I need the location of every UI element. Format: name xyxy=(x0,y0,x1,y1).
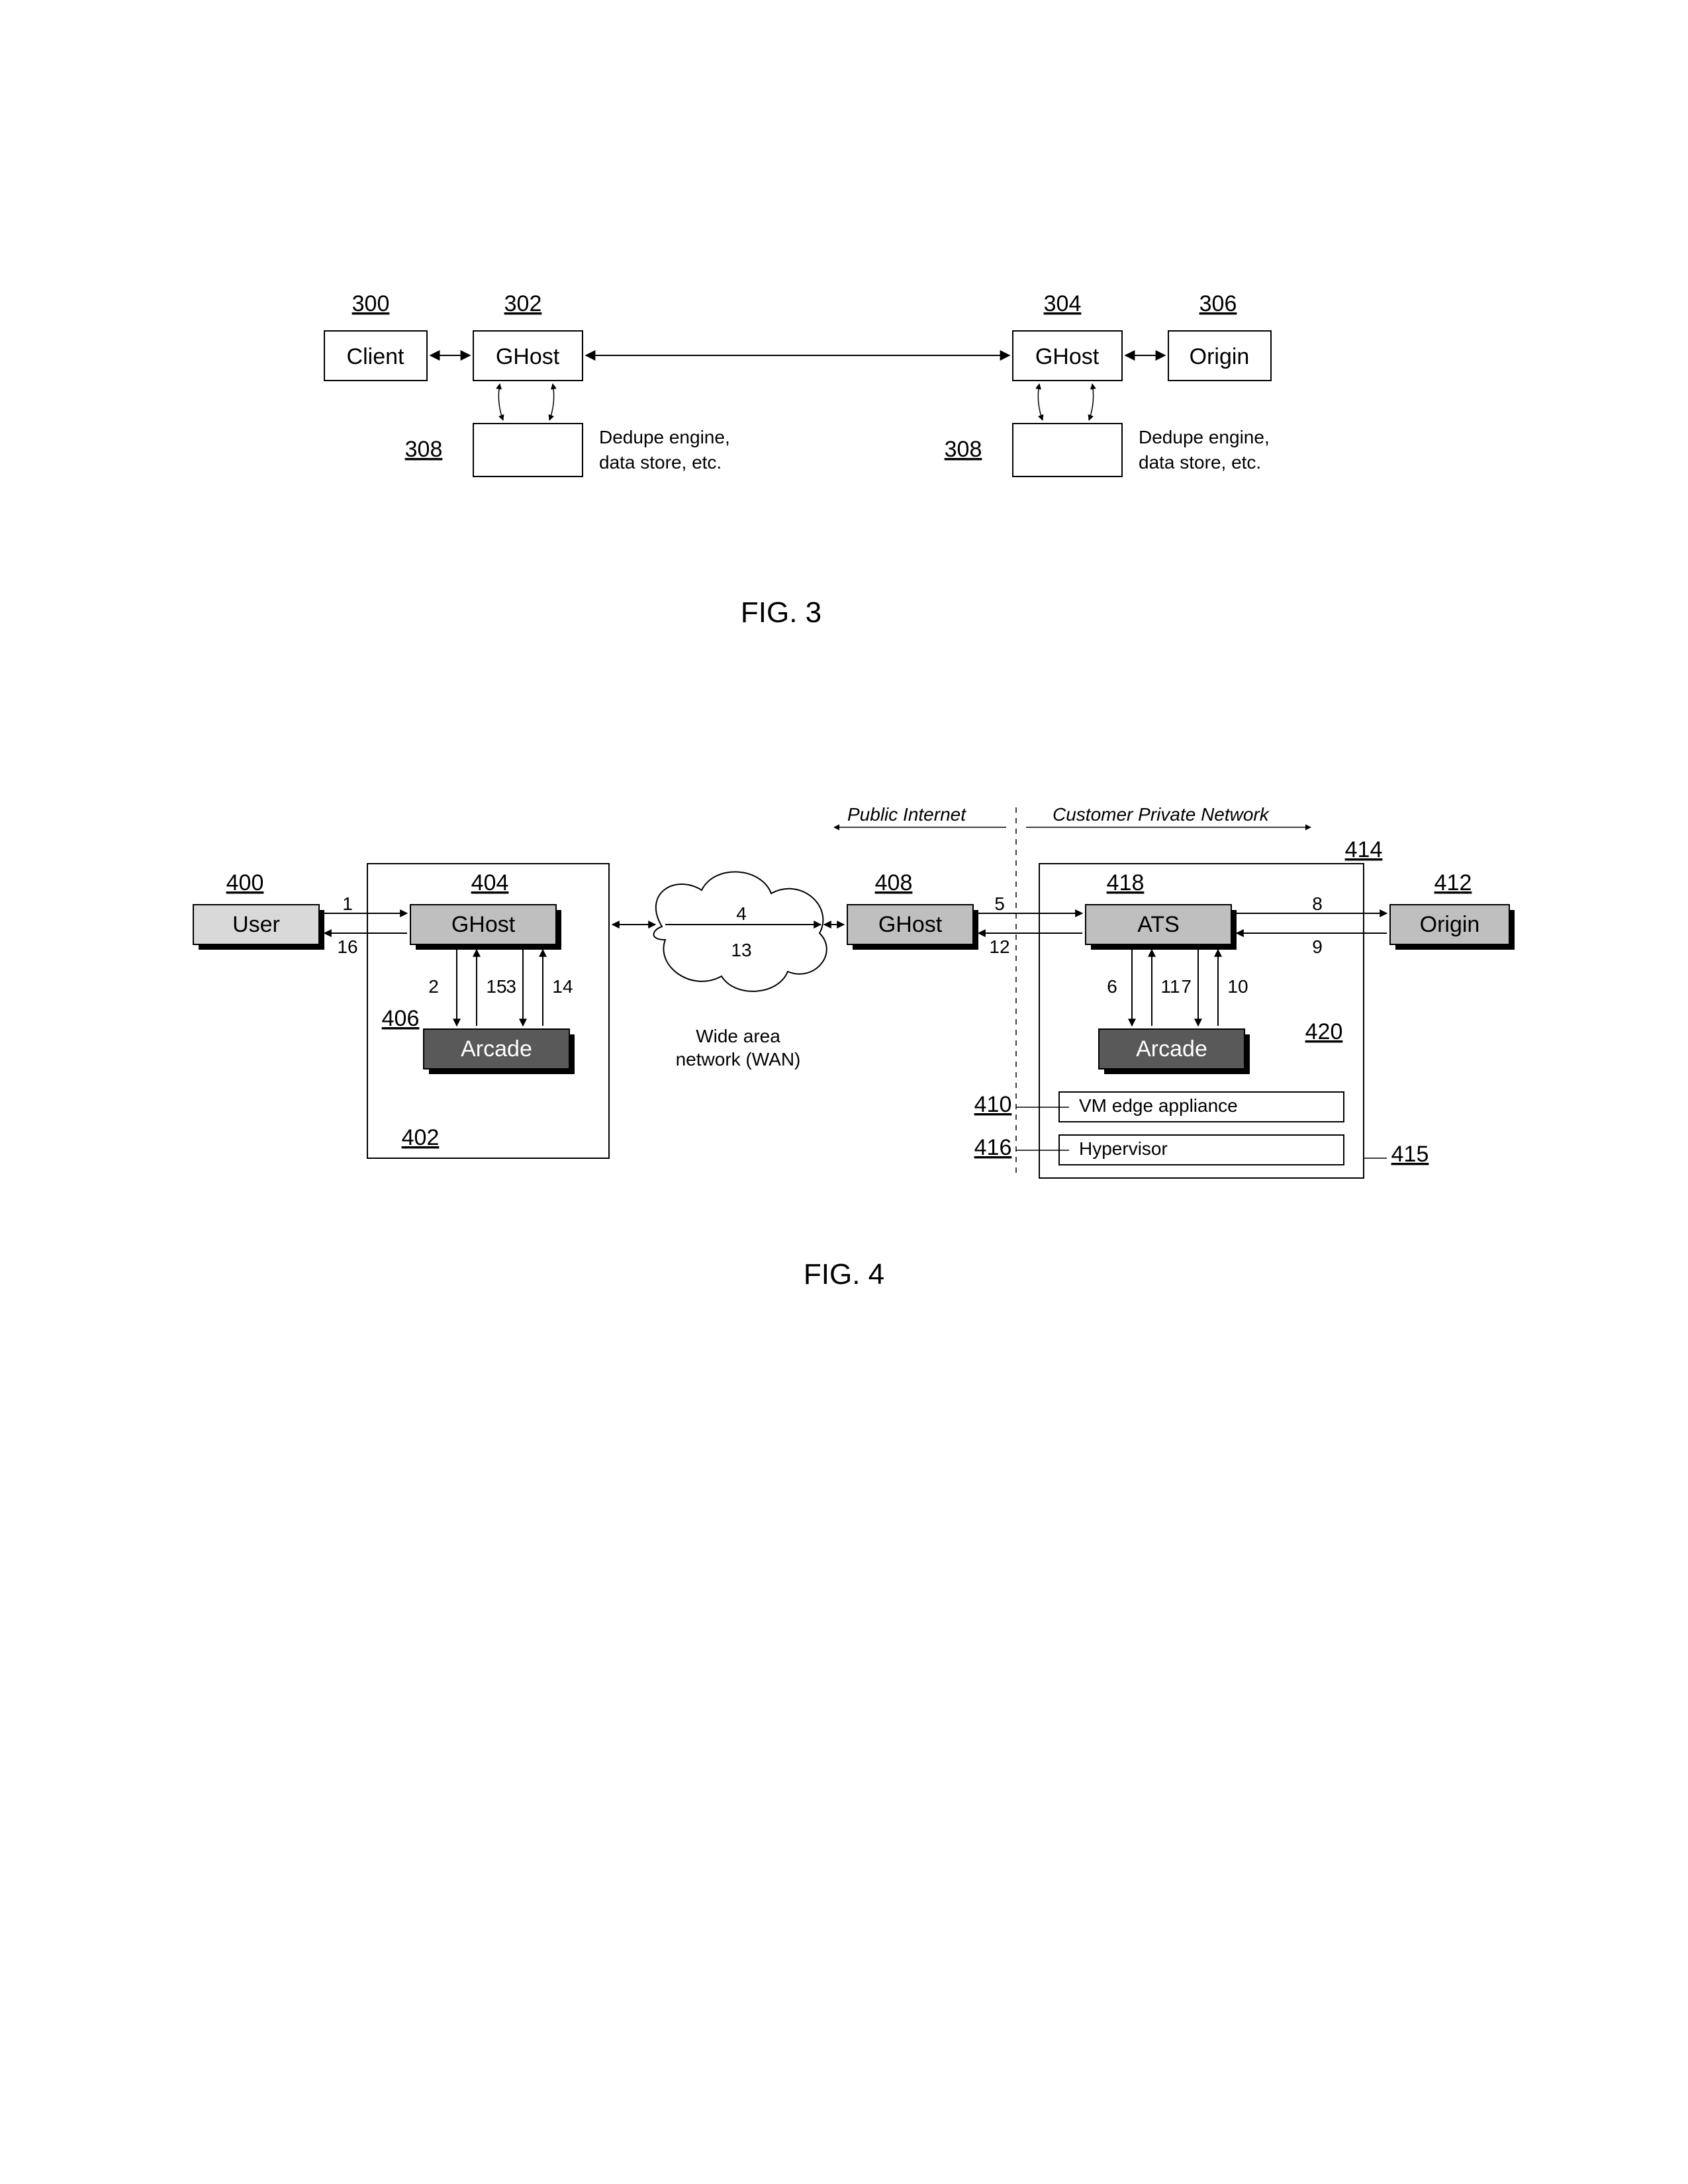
fig4: Public Internet Customer Private Network… xyxy=(193,804,1515,1291)
n15: 15 xyxy=(486,976,506,997)
n8: 8 xyxy=(1312,893,1323,914)
n3: 3 xyxy=(506,976,516,997)
desc-store-l-2: data store, etc. xyxy=(599,452,722,473)
node-arcade-r: 420 Arcade xyxy=(1099,1019,1342,1074)
cloud-path xyxy=(654,872,827,991)
ref-420: 420 xyxy=(1305,1019,1343,1044)
ref-402: 402 xyxy=(402,1125,440,1150)
label-arcade-r: Arcade xyxy=(1136,1036,1207,1062)
n16: 16 xyxy=(337,936,357,957)
wan-cloud: Wide area network (WAN) xyxy=(654,872,827,1069)
ref-418: 418 xyxy=(1107,870,1145,895)
n2: 2 xyxy=(428,976,439,997)
label-hyper: Hypervisor xyxy=(1079,1138,1168,1159)
curve-r1 xyxy=(1038,384,1043,420)
ref-308-r: 308 xyxy=(945,437,982,462)
label-ghost-r: GHost xyxy=(1035,344,1100,369)
diagram-svg: 300 Client 302 GHost 304 GHost 306 Origi… xyxy=(0,0,1688,2184)
node-hypervisor: 416 Hypervisor xyxy=(974,1135,1344,1165)
label-ghost-m: GHost xyxy=(878,912,943,937)
ref-416: 416 xyxy=(974,1135,1012,1160)
ref-400: 400 xyxy=(226,870,264,895)
node-origin4: 412 Origin xyxy=(1390,870,1515,950)
label-origin: Origin xyxy=(1190,344,1250,369)
box-store-l xyxy=(473,424,583,477)
curve-l1 xyxy=(498,384,503,420)
node-ats: 418 ATS xyxy=(1086,870,1237,950)
ref-406: 406 xyxy=(382,1006,420,1031)
label-client: Client xyxy=(347,344,404,369)
label-user: User xyxy=(232,912,280,937)
n10: 10 xyxy=(1227,976,1248,997)
n6: 6 xyxy=(1107,976,1117,997)
node-arcade-l: 406 Arcade xyxy=(382,1006,575,1074)
node-user: 400 User xyxy=(193,870,324,950)
node-ghost-m: 408 GHost xyxy=(847,870,978,950)
node-ghost-right: 304 GHost xyxy=(1013,291,1122,381)
fig3: 300 Client 302 GHost 304 GHost 306 Origi… xyxy=(324,291,1271,629)
desc-store-l-1: Dedupe engine, xyxy=(599,427,730,447)
node-store-left: 308 Dedupe engine, data store, etc. xyxy=(405,424,730,477)
label-arcade-l: Arcade xyxy=(461,1036,532,1062)
ref-412: 412 xyxy=(1434,870,1472,895)
node-ghost-l4: 404 GHost xyxy=(410,870,561,950)
n4: 4 xyxy=(736,903,747,924)
desc-store-r-1: Dedupe engine, xyxy=(1139,427,1270,447)
node-store-right: 308 Dedupe engine, data store, etc. xyxy=(945,424,1270,477)
box-store-r xyxy=(1013,424,1122,477)
ref-415: 415 xyxy=(1391,1142,1429,1167)
ref-306: 306 xyxy=(1199,291,1237,316)
label-origin4: Origin xyxy=(1420,912,1480,937)
fig3-caption: FIG. 3 xyxy=(741,596,821,629)
n11: 11 xyxy=(1160,976,1180,997)
n1: 1 xyxy=(342,893,353,914)
page: 300 Client 302 GHost 304 GHost 306 Origi… xyxy=(0,0,1688,2184)
n9: 9 xyxy=(1312,936,1323,957)
fig4-caption: FIG. 4 xyxy=(804,1258,884,1291)
node-vm: 410 VM edge appliance xyxy=(974,1092,1344,1122)
label-ats: ATS xyxy=(1137,912,1180,937)
ref-304: 304 xyxy=(1044,291,1082,316)
zone-public: Public Internet xyxy=(847,804,966,825)
label-vm: VM edge appliance xyxy=(1079,1095,1238,1116)
n13: 13 xyxy=(731,940,751,960)
node-client: 300 Client xyxy=(324,291,427,381)
wan-l1: Wide area xyxy=(696,1026,780,1046)
desc-store-r-2: data store, etc. xyxy=(1139,452,1261,473)
ref-404: 404 xyxy=(471,870,509,895)
ref-308-l: 308 xyxy=(405,437,443,462)
n14: 14 xyxy=(552,976,573,997)
n12: 12 xyxy=(989,936,1009,957)
node-origin: 306 Origin xyxy=(1168,291,1271,381)
node-ghost-left: 302 GHost xyxy=(473,291,583,381)
ref-408: 408 xyxy=(875,870,913,895)
ref-302: 302 xyxy=(504,291,542,316)
ref-410: 410 xyxy=(974,1092,1012,1117)
wan-l2: network (WAN) xyxy=(676,1049,801,1069)
label-ghost-l: GHost xyxy=(496,344,560,369)
zone-private: Customer Private Network xyxy=(1053,804,1270,825)
n5: 5 xyxy=(994,893,1005,914)
ref-414: 414 xyxy=(1345,837,1383,862)
ref-300: 300 xyxy=(352,291,390,316)
curve-r2 xyxy=(1089,384,1094,420)
curve-l2 xyxy=(549,384,554,420)
n7: 7 xyxy=(1181,976,1192,997)
label-ghost-l4: GHost xyxy=(451,912,516,937)
